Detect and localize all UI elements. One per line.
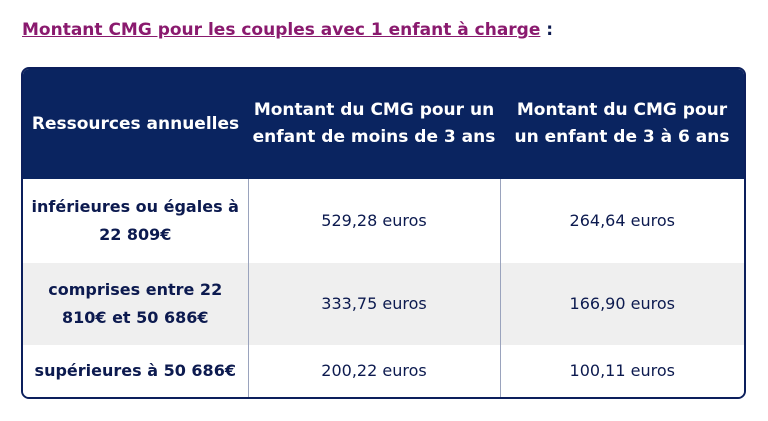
table-row: inférieures ou égales à 22 809€ 529,28 e… [23,179,744,263]
row-amount-under-3: 200,22 euros [248,345,501,397]
row-amount-3-to-6: 166,90 euros [500,263,744,345]
cmg-table: Ressources annuelles Montant du CMG pour… [23,69,744,397]
header-under-3: Montant du CMG pour un enfant de moins d… [248,69,500,179]
table-header: Ressources annuelles Montant du CMG pour… [23,69,744,179]
row-amount-3-to-6: 100,11 euros [500,345,744,397]
table-row: comprises entre 22 810€ et 50 686€ 333,7… [23,263,744,345]
heading-colon: : [540,20,554,40]
row-amount-under-3: 529,28 euros [248,179,501,263]
row-resources: supérieures à 50 686€ [23,345,249,397]
row-amount-under-3: 333,75 euros [248,263,501,345]
header-3-to-6: Montant du CMG pour un enfant de 3 à 6 a… [500,69,744,179]
table-row: supérieures à 50 686€ 200,22 euros 100,1… [23,345,744,397]
row-amount-3-to-6: 264,64 euros [500,179,744,263]
header-resources: Ressources annuelles [23,69,248,179]
cmg-table-container: Ressources annuelles Montant du CMG pour… [21,67,746,399]
table-body: inférieures ou égales à 22 809€ 529,28 e… [23,179,744,397]
header-row: Ressources annuelles Montant du CMG pour… [23,69,744,179]
heading-link[interactable]: Montant CMG pour les couples avec 1 enfa… [22,20,541,40]
row-resources: inférieures ou égales à 22 809€ [23,179,249,263]
section-heading: Montant CMG pour les couples avec 1 enfa… [22,20,553,40]
row-resources: comprises entre 22 810€ et 50 686€ [23,263,249,345]
